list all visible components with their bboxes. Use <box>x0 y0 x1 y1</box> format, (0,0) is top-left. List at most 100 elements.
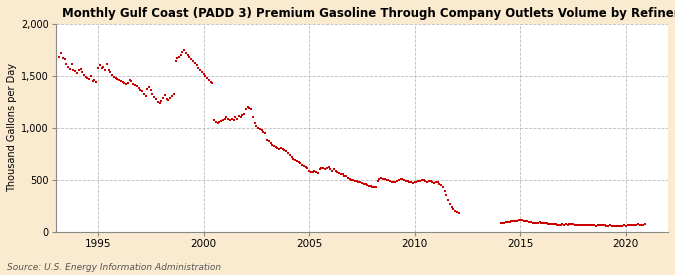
Point <box>527 220 538 225</box>
Point <box>172 56 183 60</box>
Point <box>59 57 70 61</box>
Point <box>450 209 460 213</box>
Point <box>617 223 628 228</box>
Point <box>217 117 228 122</box>
Point <box>244 106 254 110</box>
Point <box>114 78 125 82</box>
Point <box>168 91 179 96</box>
Point <box>631 222 642 227</box>
Point <box>522 219 533 224</box>
Point <box>228 117 239 122</box>
Point <box>452 210 462 214</box>
Point <box>119 81 130 85</box>
Point <box>552 222 563 227</box>
Point <box>615 224 626 228</box>
Point <box>176 53 186 57</box>
Point <box>274 147 285 151</box>
Point <box>561 222 572 227</box>
Point <box>632 222 643 227</box>
Point <box>351 179 362 184</box>
Point <box>557 222 568 227</box>
Point <box>300 165 311 170</box>
Point <box>265 141 276 145</box>
Point <box>377 177 388 181</box>
Point <box>337 172 348 176</box>
Point <box>344 177 355 181</box>
Point <box>356 181 367 185</box>
Point <box>207 81 218 85</box>
Point <box>420 179 431 183</box>
Point <box>142 87 153 92</box>
Point <box>221 115 232 120</box>
Point <box>332 169 343 174</box>
Point <box>126 79 137 83</box>
Point <box>535 220 545 224</box>
Point <box>98 64 109 69</box>
Point <box>145 88 156 93</box>
Point <box>434 181 445 186</box>
Point <box>321 166 332 170</box>
Point <box>92 65 103 70</box>
Point <box>91 80 102 84</box>
Point <box>110 76 121 80</box>
Point <box>202 76 213 80</box>
Point <box>100 67 111 72</box>
Point <box>309 168 320 173</box>
Point <box>286 155 297 159</box>
Point <box>68 67 79 72</box>
Point <box>186 57 196 61</box>
Point <box>151 97 161 101</box>
Point <box>610 224 621 228</box>
Point <box>252 126 263 130</box>
Point <box>562 222 573 227</box>
Point <box>427 180 437 185</box>
Point <box>240 107 251 111</box>
Point <box>249 120 260 125</box>
Point <box>629 222 640 227</box>
Point <box>394 178 404 182</box>
Point <box>583 223 594 227</box>
Point <box>550 222 561 227</box>
Point <box>140 94 151 98</box>
Point <box>182 53 193 57</box>
Point <box>620 223 631 228</box>
Point <box>448 207 459 211</box>
Point <box>597 223 608 227</box>
Point <box>594 223 605 227</box>
Point <box>548 222 559 227</box>
Point <box>279 147 290 152</box>
Point <box>288 157 299 161</box>
Point <box>402 179 413 184</box>
Point <box>578 223 589 227</box>
Point <box>89 78 100 82</box>
Point <box>313 170 323 175</box>
Point <box>131 84 142 89</box>
Point <box>516 218 527 223</box>
Point <box>70 68 80 73</box>
Point <box>95 63 105 68</box>
Point <box>529 221 540 225</box>
Point <box>446 205 457 209</box>
Point <box>508 219 518 223</box>
Point <box>149 95 160 99</box>
Point <box>533 221 543 225</box>
Point <box>65 66 76 71</box>
Point <box>543 221 554 226</box>
Point <box>541 221 552 226</box>
Point <box>341 174 352 178</box>
Point <box>205 80 216 84</box>
Point <box>624 223 634 227</box>
Point <box>57 56 68 60</box>
Point <box>374 177 385 181</box>
Point <box>608 224 619 228</box>
Point <box>574 223 585 227</box>
Point <box>191 63 202 68</box>
Point <box>223 116 234 121</box>
Point <box>237 113 248 118</box>
Point <box>246 107 256 111</box>
Point <box>133 86 144 90</box>
Point <box>269 143 279 148</box>
Point <box>271 144 281 149</box>
Point <box>230 115 241 120</box>
Point <box>72 71 82 75</box>
